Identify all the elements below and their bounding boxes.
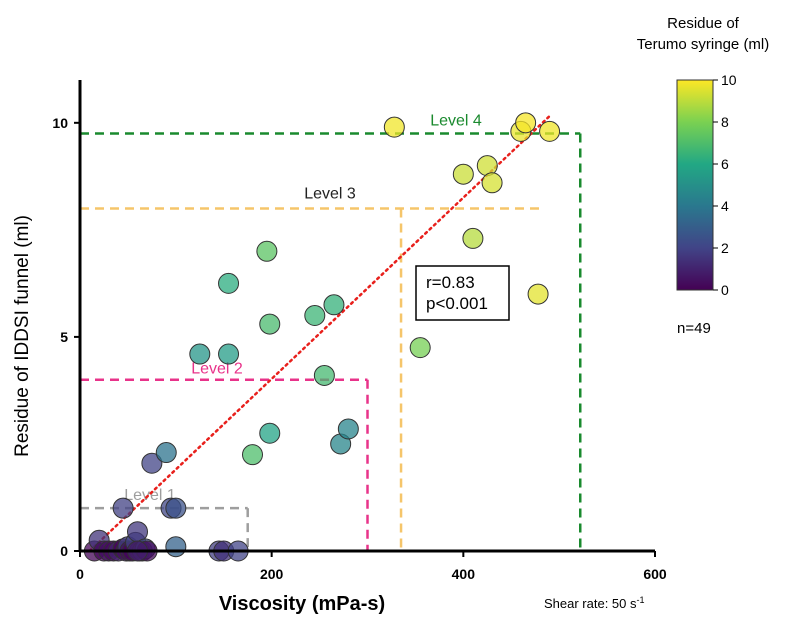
y-tick-label-10: 10 bbox=[52, 115, 68, 131]
stats-box: r=0.83 p<0.001 bbox=[415, 265, 510, 321]
data-point-45 bbox=[515, 112, 537, 134]
sample-size: n=49 bbox=[677, 320, 711, 337]
x-tick-label-0: 0 bbox=[76, 566, 84, 582]
level-1-label: Level 1 bbox=[124, 487, 176, 504]
level-4-label: Level 4 bbox=[430, 113, 482, 130]
colorbar-tick-label-0: 0 bbox=[721, 282, 729, 298]
data-point-46 bbox=[527, 283, 549, 305]
data-point-24 bbox=[141, 452, 163, 474]
data-point-31 bbox=[259, 313, 281, 335]
colorbar-tick-label-6: 6 bbox=[721, 156, 729, 172]
colorbar-ticks: 0 2 4 6 8 10 bbox=[713, 72, 737, 298]
shear-rate-exponent: -1 bbox=[637, 595, 645, 605]
level-3-label: Level 3 bbox=[304, 185, 356, 202]
data-point-25 bbox=[155, 442, 177, 464]
data-point-30 bbox=[256, 240, 278, 262]
data-point-41 bbox=[462, 227, 484, 249]
data-point-28 bbox=[218, 272, 240, 294]
data-point-35 bbox=[323, 294, 345, 316]
data-point-40 bbox=[452, 163, 474, 185]
data-point-37 bbox=[337, 418, 359, 440]
colorbar-gradient bbox=[676, 79, 714, 291]
data-point-26 bbox=[189, 343, 211, 365]
colorbar-tick-label-8: 8 bbox=[721, 114, 729, 130]
colorbar-tick-label-4: 4 bbox=[721, 198, 729, 214]
regression-line bbox=[88, 113, 553, 553]
correlation-r: r=0.83 bbox=[426, 273, 475, 292]
data-point-19 bbox=[165, 497, 187, 519]
x-tick-label-400: 400 bbox=[452, 566, 476, 582]
colorbar-title-line1: Residue of bbox=[667, 15, 740, 32]
y-axis-label: Residue of IDDSI funnel (ml) bbox=[12, 215, 33, 457]
level-boxes: Level 1 Level 2 Level 3 Level 4 bbox=[80, 113, 582, 551]
x-axis-label: Viscosity (mPa-s) bbox=[219, 593, 385, 615]
data-point-34 bbox=[313, 364, 335, 386]
data-point-47 bbox=[539, 120, 561, 142]
data-point-33 bbox=[304, 305, 326, 326]
p-value: p<0.001 bbox=[426, 294, 488, 313]
colorbar-title-line2: Terumo syringe (ml) bbox=[637, 36, 770, 53]
x-tick-label-200: 200 bbox=[260, 566, 284, 582]
data-point-20 bbox=[165, 536, 187, 558]
colorbar-tick-label-10: 10 bbox=[721, 72, 737, 88]
axes bbox=[78, 80, 655, 553]
data-point-43 bbox=[481, 172, 503, 194]
shear-rate-note: Shear rate: 50 s-1 bbox=[544, 595, 645, 611]
shear-rate-text: Shear rate: 50 s bbox=[544, 596, 637, 611]
axis-ticks: 0 200 400 600 0 5 10 bbox=[52, 115, 666, 582]
data-point-27 bbox=[218, 343, 240, 365]
x-tick-label-600: 600 bbox=[643, 566, 667, 582]
data-point-17 bbox=[112, 497, 134, 519]
data-point-38 bbox=[383, 116, 405, 138]
data-point-29 bbox=[242, 444, 263, 466]
y-tick-label-5: 5 bbox=[60, 329, 68, 345]
data-point-39 bbox=[409, 337, 431, 359]
colorbar-tick-label-2: 2 bbox=[721, 240, 729, 256]
data-point-32 bbox=[259, 422, 281, 444]
colorbar: Residue of Terumo syringe (ml) 0 2 4 6 8 10 bbox=[637, 15, 770, 298]
level-2-label: Level 2 bbox=[191, 361, 243, 378]
y-tick-label-0: 0 bbox=[60, 543, 68, 559]
